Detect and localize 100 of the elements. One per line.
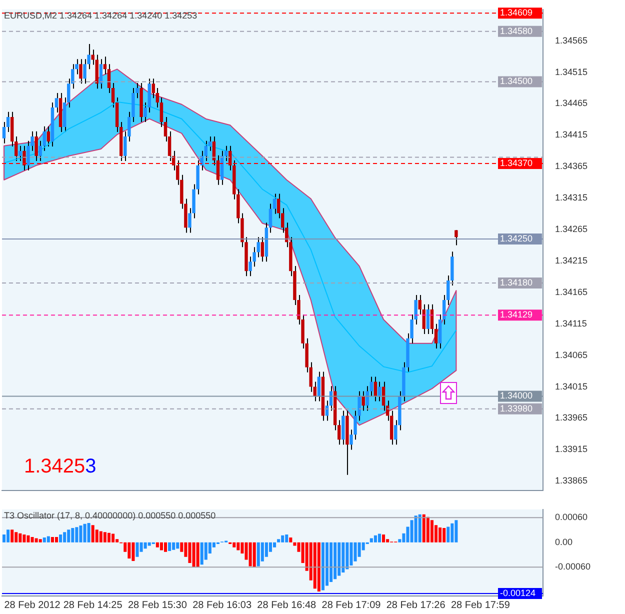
bar <box>128 542 131 558</box>
candlestick <box>26 140 30 171</box>
y-tick-label: 1.34315 <box>555 192 588 203</box>
bar <box>176 542 180 549</box>
bar <box>370 538 373 542</box>
bar <box>422 514 426 542</box>
bar <box>354 542 357 562</box>
bar <box>232 542 236 548</box>
candlestick <box>342 410 345 446</box>
bar <box>382 534 386 542</box>
ref-line-label: 1.34370 <box>500 158 533 168</box>
bar <box>426 516 430 542</box>
y-tick-label: 1.34515 <box>555 66 588 77</box>
candlestick <box>2 121 6 144</box>
y-tick-label: 1.34565 <box>555 35 588 46</box>
candlestick <box>54 92 58 114</box>
y-tick-label: 1.33965 <box>555 412 588 423</box>
bar <box>338 542 341 576</box>
candlestick <box>268 203 272 234</box>
bar <box>192 542 196 568</box>
bar <box>236 542 240 550</box>
bar <box>6 530 10 542</box>
bar <box>418 514 422 542</box>
bar <box>438 528 442 542</box>
bar <box>91 525 94 542</box>
bar <box>374 535 377 542</box>
bar <box>350 542 353 566</box>
bar <box>46 536 50 542</box>
bar <box>59 534 62 542</box>
candlestick <box>317 371 321 402</box>
bar <box>330 542 333 582</box>
candlestick <box>256 236 260 258</box>
bar <box>63 532 66 542</box>
bar <box>42 537 46 542</box>
bar <box>196 542 200 568</box>
bar <box>50 537 54 542</box>
chart-title: T3 Oscillator (17, 8, 0.40000000) 0.000550 0.000550 <box>4 510 216 520</box>
bar <box>10 530 14 542</box>
bar <box>22 534 26 542</box>
y-tick-label: 1.34365 <box>555 161 588 172</box>
bar <box>160 542 163 550</box>
bar <box>313 542 316 589</box>
x-tick-label: 28 Feb 16:03 <box>192 600 252 611</box>
bar <box>172 542 176 550</box>
bar <box>378 534 382 542</box>
bar <box>285 534 288 542</box>
candlestick <box>426 304 430 334</box>
bar <box>148 542 151 546</box>
bar <box>83 524 86 542</box>
candlestick <box>83 58 86 84</box>
y-tick-label: 1.34115 <box>555 318 587 328</box>
bar <box>346 542 349 570</box>
candlestick <box>18 145 22 162</box>
bar <box>79 525 82 542</box>
ref-line-label: 1.34000 <box>500 390 533 401</box>
x-tick-label: 28 Feb 17:09 <box>322 600 382 611</box>
bar <box>289 537 292 542</box>
bar <box>144 542 147 549</box>
bar <box>26 535 30 542</box>
bar <box>321 542 324 590</box>
y-tick-label: -0.00060 <box>555 562 591 572</box>
ref-line-label: 1.34250 <box>500 233 533 244</box>
candlestick <box>42 126 46 152</box>
bar <box>99 531 102 542</box>
y-tick-label: 1.34165 <box>555 286 588 297</box>
bar <box>325 542 329 586</box>
bar <box>281 535 284 542</box>
x-tick-label: 28 Feb 16:48 <box>257 600 317 611</box>
candlestick <box>152 78 156 99</box>
candlestick <box>260 236 264 262</box>
y-tick-label: 1.33865 <box>555 476 588 486</box>
y-tick-label: 1.34415 <box>555 130 588 140</box>
candlestick <box>454 230 458 246</box>
bar <box>334 542 337 580</box>
bar <box>446 526 450 542</box>
ref-line-label: 1.33980 <box>500 403 533 414</box>
bar <box>107 532 111 542</box>
bar <box>317 542 320 592</box>
x-tick-label: 28 Feb 17:59 <box>450 600 510 611</box>
bar <box>252 542 256 568</box>
y-tick-label: 1.34215 <box>555 255 588 266</box>
y-tick-label: 0.00060 <box>555 512 588 522</box>
bar <box>188 542 192 564</box>
bar <box>200 542 204 565</box>
y-tick-label: 1.34265 <box>555 224 588 234</box>
bar <box>256 542 260 566</box>
bar <box>414 516 418 542</box>
bar <box>277 539 280 542</box>
x-tick-label: 28 Feb 15:30 <box>128 600 188 611</box>
x-tick-label: 28 Feb 2012 <box>4 600 61 611</box>
bar <box>103 532 106 542</box>
bar <box>132 542 135 561</box>
bar <box>450 523 454 542</box>
bar <box>75 527 78 542</box>
candlestick <box>38 140 42 162</box>
candlestick <box>272 193 276 214</box>
ref-line-label: 1.34500 <box>500 76 533 86</box>
bar <box>136 542 139 557</box>
y-tick-label: 1.34465 <box>555 98 588 108</box>
bar <box>164 542 168 552</box>
